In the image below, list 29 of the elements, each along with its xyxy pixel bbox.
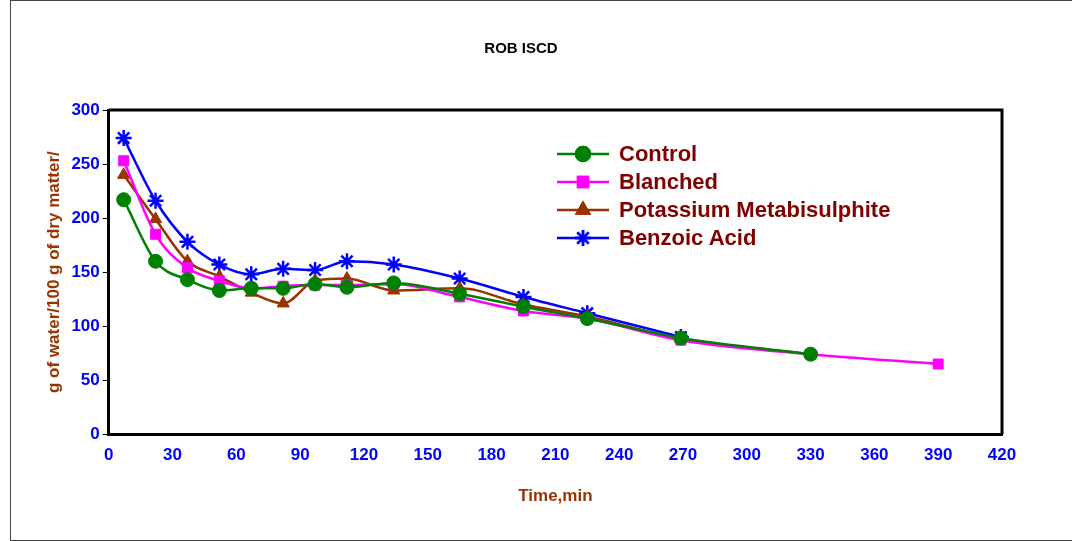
x-tick-label: 180: [477, 445, 506, 465]
x-tick-label: 150: [413, 445, 442, 465]
x-tick-label: 0: [104, 445, 114, 465]
legend-label: Potassium Metabisulphite: [619, 197, 891, 223]
x-tick-label: 240: [605, 445, 634, 465]
x-tick-label: 60: [226, 445, 246, 465]
x-tick-label: 90: [290, 445, 310, 465]
y-tick-label: 100: [71, 315, 100, 335]
y-tick-label: 50: [80, 369, 100, 389]
y-axis-title: g of water/100 g of dry matter/: [43, 150, 63, 394]
legend-label: Control: [619, 141, 698, 167]
y-tick-label: 0: [90, 423, 100, 443]
x-tick-label: 210: [541, 445, 570, 465]
x-axis-title: Time,min: [518, 486, 593, 506]
chart-title: ROB ISCD: [484, 39, 558, 57]
x-tick-label: 360: [860, 445, 889, 465]
y-tick-label: 200: [71, 207, 100, 227]
legend-label: Benzoic Acid: [619, 225, 757, 251]
x-tick-label: 420: [987, 445, 1017, 465]
x-tick-label: 390: [924, 445, 953, 465]
x-tick-label: 270: [668, 445, 698, 465]
y-tick-label: 300: [71, 99, 100, 119]
x-tick-label: 30: [163, 445, 183, 465]
x-tick-label: 120: [349, 445, 379, 465]
x-tick-label: 300: [732, 445, 761, 465]
x-tick-label: 330: [796, 445, 825, 465]
legend-label: Blanched: [619, 169, 719, 195]
y-tick-label: 150: [71, 261, 100, 281]
y-tick-label: 250: [71, 153, 100, 173]
